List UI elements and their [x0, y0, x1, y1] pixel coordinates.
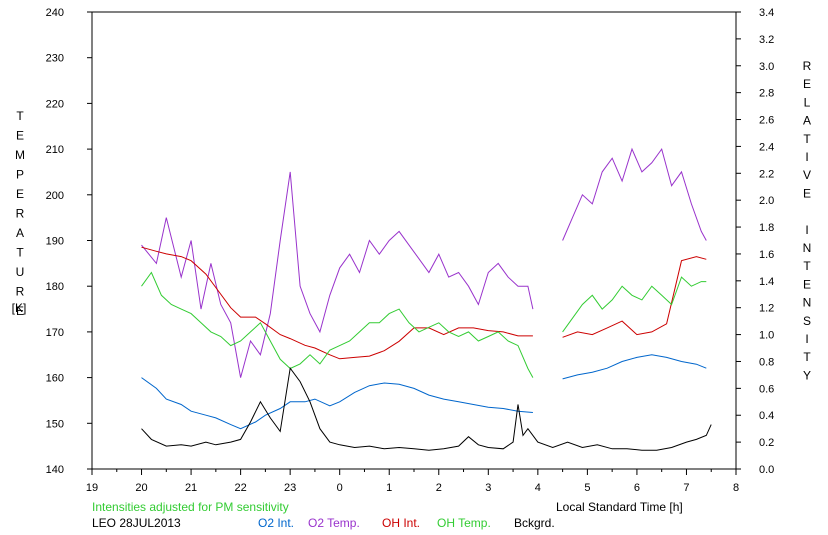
right-tick-label: 1.0 [759, 330, 774, 342]
right-tick-label: 0.2 [759, 437, 774, 449]
x-tick-label: 19 [86, 482, 98, 494]
series-line-oh-temp [141, 271, 534, 378]
axis-label-letter: A [803, 114, 811, 128]
left-tick-label: 150 [46, 418, 64, 430]
left-tick-label: 210 [46, 144, 64, 156]
axis-label-letter: R [803, 59, 812, 73]
axis-label-letter: E [803, 186, 811, 200]
series-line-bckgrd [141, 366, 712, 451]
left-tick-label: 140 [46, 464, 64, 476]
series-line-o2-int [141, 377, 533, 430]
axis-label-letter: T [16, 246, 24, 260]
axis-label-letter: E [16, 304, 24, 318]
right-tick-label: 1.8 [759, 222, 774, 234]
x-tick-label: 3 [485, 482, 491, 494]
axis-label-letter: T [803, 350, 811, 364]
plot-frame [91, 11, 737, 470]
x-tick-label: 2 [436, 482, 442, 494]
left-axis-ticks: 140 150 160 170 180 190 200 210 220 230 240 [46, 7, 92, 476]
legend-o2-temp: O2 Temp. [308, 516, 360, 530]
axis-label-letter: V [803, 168, 811, 182]
axis-label-letter: A [16, 226, 24, 240]
x-axis-label: Local Standard Time [h] [556, 500, 683, 514]
left-tick-label: 230 [46, 53, 64, 65]
axis-label-letter: S [803, 314, 811, 328]
axis-label-letter: R [16, 207, 25, 221]
axis-label-letter: E [16, 187, 24, 201]
left-tick-label: 220 [46, 98, 64, 110]
left-axis-unit: [K] [12, 301, 27, 315]
left-tick-label: 180 [46, 281, 64, 293]
legend-bckgrd: Bckgrd. [514, 516, 555, 530]
axis-label-letter: I [805, 150, 808, 164]
axis-label-letter: M [15, 148, 25, 162]
right-tick-label: 2.4 [759, 141, 774, 153]
axis-label-letter: E [16, 129, 24, 143]
series-line-o2-temp [141, 171, 534, 378]
station-date-label: LEO 28JUL2013 [92, 516, 181, 530]
x-axis-ticks: 19 20 21 22 23 0 1 2 3 4 5 6 7 8 [86, 469, 739, 494]
x-tick-label: 8 [733, 482, 739, 494]
axis-label-letter: U [16, 265, 25, 279]
x-tick-label: 22 [234, 482, 246, 494]
axis-label-letter: T [16, 109, 24, 123]
left-tick-label: 190 [46, 236, 64, 248]
right-tick-label: 3.2 [759, 34, 774, 46]
right-tick-label: 2.8 [759, 88, 774, 100]
axis-label-letter: R [16, 285, 25, 299]
right-tick-label: 0.0 [759, 464, 774, 476]
series-line-o2-int [562, 354, 707, 380]
left-tick-label: 240 [46, 7, 64, 19]
right-tick-label: 2.2 [759, 168, 774, 180]
x-tick-label: 6 [634, 482, 640, 494]
right-tick-label: 0.8 [759, 356, 774, 368]
right-tick-label: 3.0 [759, 61, 774, 73]
right-tick-label: 1.2 [759, 303, 774, 315]
right-tick-label: 0.4 [759, 410, 774, 422]
axis-label-letter: T [803, 259, 811, 273]
axis-label-letter: I [805, 332, 808, 346]
series-line-oh-temp [562, 276, 707, 333]
x-tick-label: 4 [535, 482, 541, 494]
axis-label-letter: N [803, 296, 812, 310]
series-line-oh-int [562, 256, 707, 338]
axis-label-letter: E [803, 277, 811, 291]
x-tick-label: 23 [284, 482, 296, 494]
legend-oh-int: OH Int. [382, 516, 421, 530]
axis-label-letter: Y [803, 368, 811, 382]
right-axis-ticks: 0.0 0.2 0.4 0.6 0.8 1.0 1.2 1.4 1.6 1.8 2.0 2.2 2.4 2… [736, 7, 774, 476]
legend-oh-temp: OH Temp. [437, 516, 491, 530]
right-tick-label: 1.4 [759, 276, 774, 288]
left-tick-label: 170 [46, 327, 64, 339]
axis-label-letter: E [803, 77, 811, 91]
axis-label-letter: T [803, 132, 811, 146]
x-tick-label: 21 [185, 482, 197, 494]
right-tick-label: 2.6 [759, 115, 774, 127]
x-tick-label: 0 [337, 482, 343, 494]
series-line-oh-int [141, 246, 533, 360]
x-tick-label: 1 [386, 482, 392, 494]
left-tick-label: 200 [46, 190, 64, 202]
series-layer [141, 147, 712, 451]
right-tick-label: 0.6 [759, 383, 774, 395]
pm-sensitivity-note: Intensities adjusted for PM sensitivity [92, 500, 289, 514]
axis-label-letter: P [16, 168, 24, 182]
axis-label-letter: L [804, 95, 811, 109]
x-tick-label: 20 [135, 482, 147, 494]
x-tick-label: 7 [683, 482, 689, 494]
series-line-o2-temp [562, 147, 707, 241]
right-tick-label: 1.6 [759, 249, 774, 261]
legend-o2-int: O2 Int. [258, 516, 295, 530]
x-tick-label: 5 [584, 482, 590, 494]
axis-label-letter: I [805, 223, 808, 237]
right-tick-label: 3.4 [759, 7, 774, 19]
axis-label-letter: N [803, 241, 812, 255]
left-tick-label: 160 [46, 373, 64, 385]
right-tick-label: 2.0 [759, 195, 774, 207]
